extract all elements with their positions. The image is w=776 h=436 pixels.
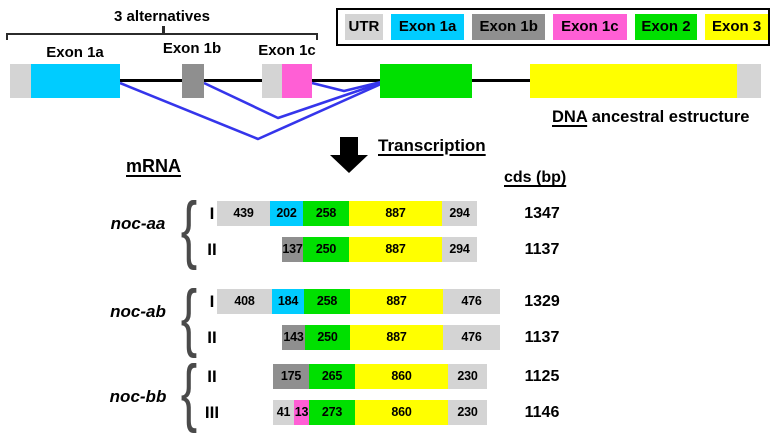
cds-value: 1137 [524,241,560,258]
mrna-row-noc-ab-I: 408 184 258 887 476 [217,289,500,314]
gene-label-noc-bb: noc-bb [109,387,167,406]
legend-item-exon2: Exon 2 [634,14,698,40]
exon1b-label: Exon 1b [162,40,222,57]
segment-exon3: 887 [350,325,443,350]
segment-utr: 41 [273,400,294,425]
isoform-numeral: III [204,403,220,422]
segment-utr: 476 [443,289,500,314]
cds-header: cds (bp) [504,169,567,186]
cds-value: 1146 [524,404,560,421]
segment-exon1b: 175 [273,364,309,389]
dna-exon1b-box [182,64,204,98]
segment-exon1b: 137 [282,237,303,262]
segment-exon2: 258 [304,289,350,314]
dna-caption-underlined: DNA [552,108,588,126]
dna-exon3-box [530,64,737,98]
mrna-label: mRNA [126,156,182,176]
dna-exon1c-box [282,64,312,98]
dna-caption-rest: ancestral estructure [587,108,750,126]
segment-exon2: 250 [305,325,350,350]
legend-item-exon1a: Exon 1a [390,14,465,40]
segment-utr: 294 [442,201,477,226]
gene-label-noc-aa: noc-aa [110,214,166,233]
segment-exon3: 887 [350,289,443,314]
isoform-numeral: II [207,367,217,386]
segment-exon1c: 13 [294,400,309,425]
mrna-row-noc-bb-III: 41 13 273 860 230 [273,400,487,425]
transcription-label: Transcription [378,136,486,155]
brace-noc-aa: { [180,186,198,272]
segment-exon2: 273 [309,400,355,425]
mrna-row-noc-bb-II: 175 265 860 230 [273,364,487,389]
segment-exon3: 887 [349,201,442,226]
segment-exon2: 258 [303,201,349,226]
exon1a-label: Exon 1a [46,44,104,61]
segment-utr: 408 [217,289,272,314]
dna-utr-box-left [10,64,31,98]
alternatives-label: 3 alternatives [114,8,210,25]
segment-exon3: 860 [355,400,448,425]
segment-utr: 230 [448,364,487,389]
bracket-center-tick [162,26,165,35]
legend-item-exon1c: Exon 1c [553,14,627,40]
mrna-row-noc-aa-II: 137 250 887 294 [282,237,477,262]
isoform-numeral: II [207,240,217,259]
isoform-numeral: I [209,204,215,223]
legend-item-utr: UTR [345,14,383,40]
segment-utr: 476 [443,325,500,350]
segment-utr: 230 [448,400,487,425]
dna-exon1a-box [31,64,120,98]
alternatives-bracket [6,26,318,40]
dna-utr-box-right [737,64,761,98]
transcription-arrow-head-icon [330,155,368,173]
isoform-numeral: II [207,328,217,347]
cds-value: 1125 [524,368,560,385]
mrna-row-noc-ab-II: 143 250 887 476 [282,325,500,350]
segment-utr: 439 [217,201,270,226]
mrna-row-noc-aa-I: 439 202 258 887 294 [217,201,477,226]
splice-line-exon1a [119,81,382,141]
segment-exon1a: 184 [272,289,304,314]
segment-utr: 294 [442,237,477,262]
exon1c-label: Exon 1c [258,42,316,59]
cds-value: 1329 [524,293,560,310]
segment-exon3: 887 [349,237,442,262]
cds-value: 1137 [524,329,560,346]
brace-noc-ab: { [180,274,198,360]
legend-item-exon3: Exon 3 [705,14,768,40]
dna-caption: DNA ancestral estructure [552,108,749,127]
segment-exon3: 860 [355,364,448,389]
cds-value: 1347 [524,205,560,222]
segment-exon1a: 202 [270,201,303,226]
legend: UTR Exon 1a Exon 1b Exon 1c Exon 2 Exon … [336,8,770,46]
splice-line-exon1c [311,80,382,93]
brace-noc-bb: { [180,349,198,435]
segment-exon2: 250 [303,237,349,262]
gene-label-noc-ab: noc-ab [110,302,166,321]
dna-utr-box-mid [262,64,282,98]
segment-exon2: 265 [309,364,355,389]
isoform-numeral: I [209,292,215,311]
legend-item-exon1b: Exon 1b [472,14,546,40]
segment-exon1b: 143 [282,325,305,350]
transcription-arrow-icon [340,137,358,156]
dna-exon2-box [380,64,472,98]
